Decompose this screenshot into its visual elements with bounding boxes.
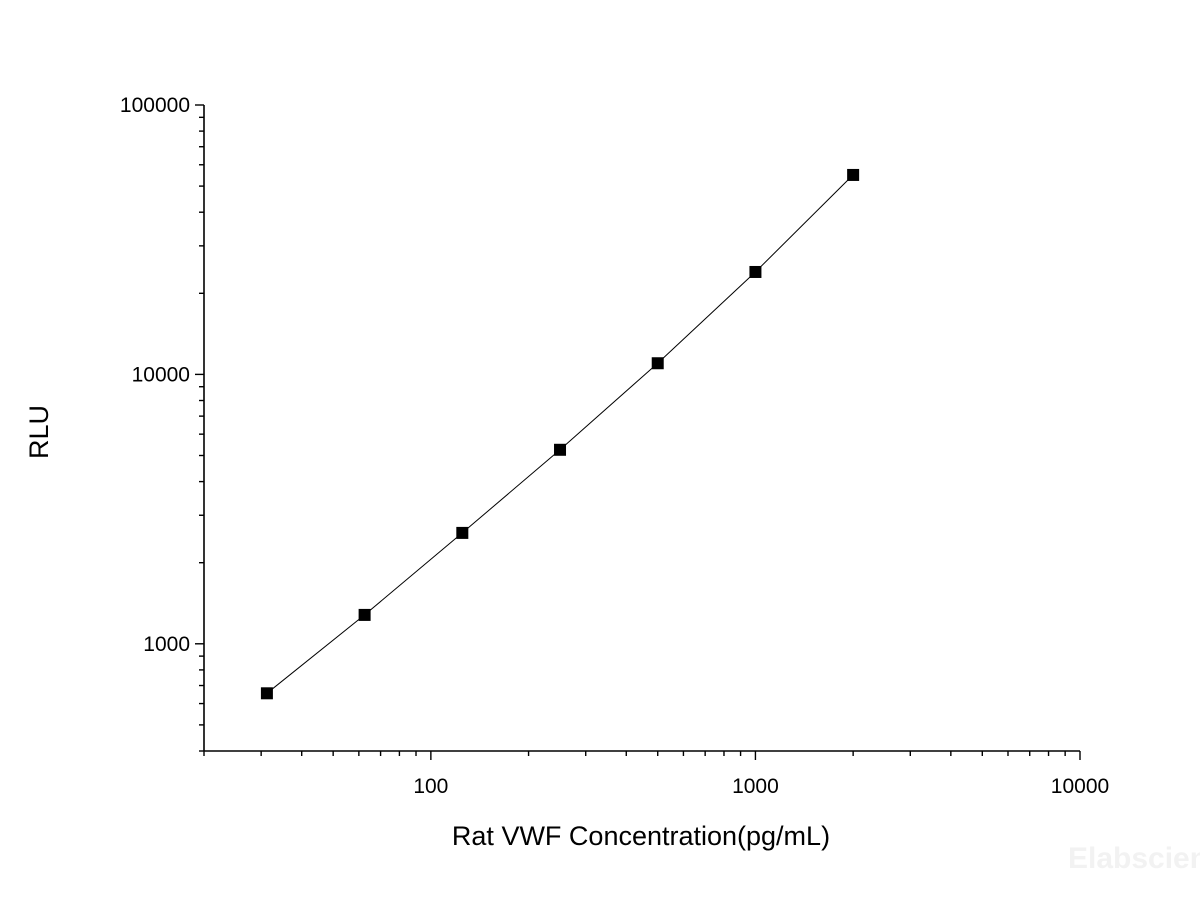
data-point xyxy=(358,608,371,621)
y-tick-label: 1000 xyxy=(143,633,190,656)
data-point xyxy=(260,687,273,700)
data-point xyxy=(749,265,762,278)
data-series xyxy=(260,168,860,700)
axes: 100 1000 10000 1000 10000 100000 xyxy=(120,94,1109,798)
y-axis-title: RLU xyxy=(24,405,54,459)
y-tick-label: 100000 xyxy=(120,94,190,117)
x-tick-label: 100 xyxy=(413,775,448,798)
x-tick-label: 1000 xyxy=(732,775,779,798)
data-point xyxy=(651,357,664,370)
data-point xyxy=(554,443,567,456)
x-axis-title: Rat VWF Concentration(pg/mL) xyxy=(452,821,830,851)
data-point xyxy=(847,168,860,181)
watermark: Elabscience xyxy=(1068,842,1200,875)
y-tick-label: 10000 xyxy=(132,363,190,386)
curve-line xyxy=(266,174,854,694)
data-point xyxy=(456,526,469,539)
x-tick-label: 10000 xyxy=(1051,775,1109,798)
